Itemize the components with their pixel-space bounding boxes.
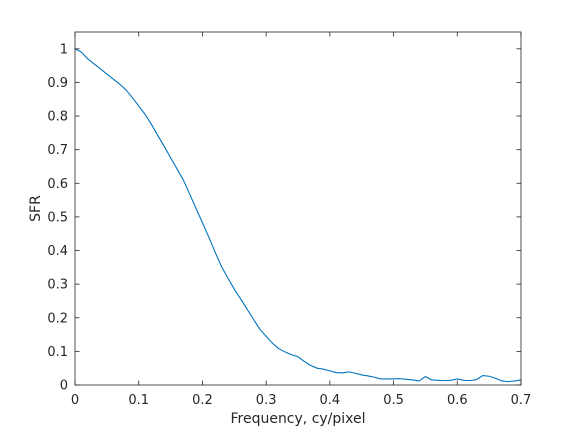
axes-box [74, 31, 522, 386]
x-tick-label: 0.5 [383, 393, 404, 408]
y-tick-label: 0.6 [47, 177, 68, 192]
plot-area [75, 32, 521, 385]
y-axis-label: SFR [28, 195, 44, 222]
y-tick-label: 0.4 [47, 244, 68, 259]
y-tick-label: 0.7 [47, 143, 68, 158]
y-tick-label: 0.5 [47, 210, 68, 225]
x-tick-label: 0.2 [192, 393, 213, 408]
x-tick-label: 0.4 [320, 393, 341, 408]
x-tick-label: 0.7 [511, 393, 532, 408]
y-tick-label: 0.9 [47, 76, 68, 91]
y-tick-label: 1 [60, 42, 68, 57]
x-tick-label: 0.6 [447, 393, 468, 408]
series-line-sfr [74, 48, 522, 383]
y-tick-label: 0.8 [47, 110, 68, 125]
x-tick-label: 0.3 [256, 393, 277, 408]
x-tick-label: 0.1 [128, 393, 149, 408]
y-tick-label: 0 [60, 379, 68, 394]
x-axis-label: Frequency, cy/pixel [230, 411, 365, 427]
y-tick-label: 0.3 [47, 278, 68, 293]
y-tick-label: 0.2 [47, 311, 68, 326]
y-tick-label: 0.1 [47, 345, 68, 360]
x-tick-label: 0 [71, 393, 79, 408]
